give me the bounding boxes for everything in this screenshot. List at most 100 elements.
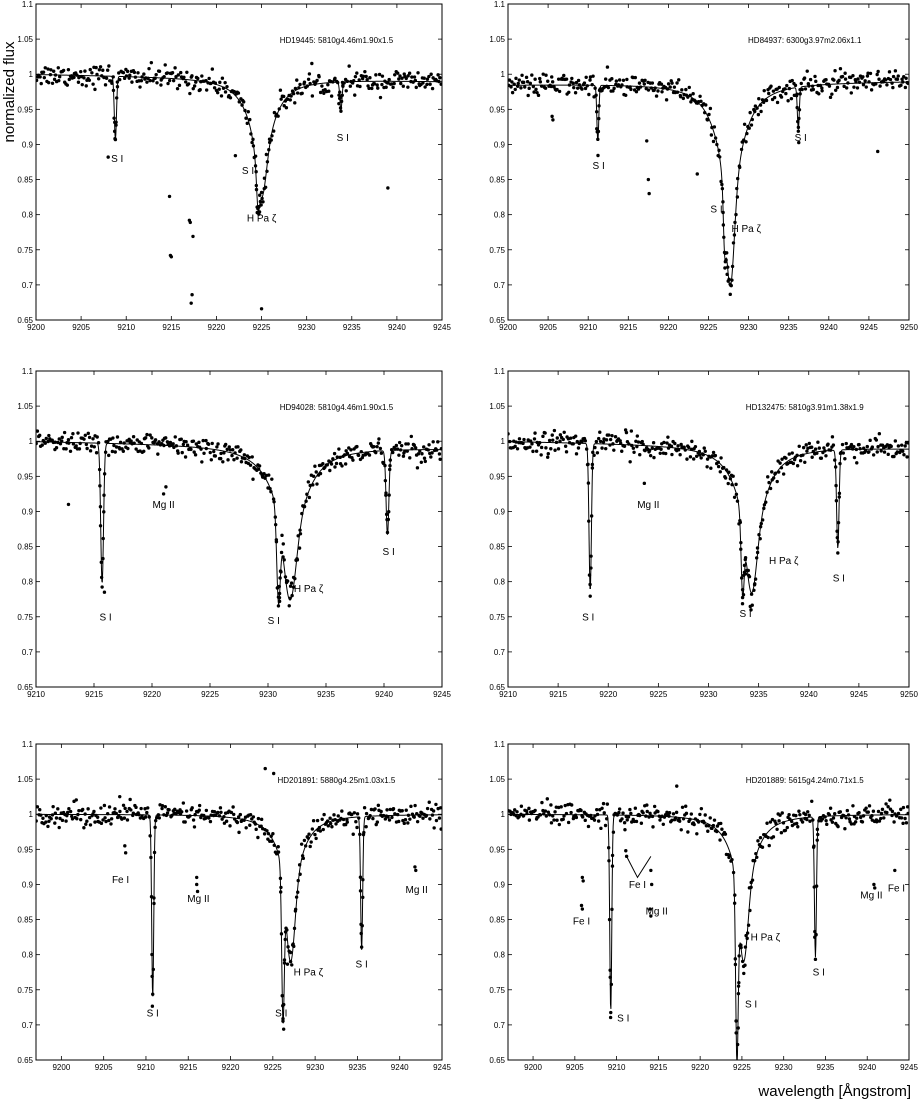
data-point xyxy=(899,816,904,820)
data-point xyxy=(879,816,883,821)
data-point xyxy=(612,448,616,452)
data-point xyxy=(338,106,343,110)
data-point xyxy=(36,78,39,83)
data-point xyxy=(155,81,159,85)
data-point xyxy=(47,433,51,438)
outlier-point xyxy=(118,794,122,799)
data-point xyxy=(426,448,430,452)
data-point xyxy=(173,807,177,812)
data-point xyxy=(308,81,312,86)
data-point xyxy=(44,820,48,824)
data-point xyxy=(342,453,347,457)
data-point xyxy=(216,810,220,815)
data-point xyxy=(875,450,879,454)
data-point xyxy=(380,74,385,78)
data-point xyxy=(527,86,531,91)
data-point xyxy=(284,106,289,110)
data-point xyxy=(364,825,368,829)
data-point xyxy=(549,84,553,89)
data-point xyxy=(805,69,809,73)
data-point xyxy=(810,84,815,88)
data-point xyxy=(69,436,74,440)
data-point xyxy=(326,824,331,828)
data-point xyxy=(636,440,641,444)
data-point xyxy=(852,85,856,89)
data-point xyxy=(741,593,746,597)
data-point xyxy=(425,82,429,87)
data-point xyxy=(167,808,171,812)
data-point xyxy=(82,437,86,441)
axes-frame xyxy=(507,3,910,321)
data-point xyxy=(830,435,835,439)
plot-area xyxy=(36,429,442,608)
outlier-point xyxy=(106,155,110,159)
y-tick-label: 0.65 xyxy=(489,683,505,692)
data-point xyxy=(387,493,391,497)
data-point xyxy=(742,122,747,126)
data-point xyxy=(259,817,264,822)
data-point xyxy=(99,560,103,564)
data-point xyxy=(847,817,852,821)
data-point xyxy=(656,89,660,93)
panel-4: 9210 9215 9220 9225 9230 9235 9240 9245 92500.65… xyxy=(489,367,918,699)
data-point xyxy=(179,70,183,75)
data-point xyxy=(753,859,757,863)
data-point xyxy=(547,813,552,817)
data-point xyxy=(551,814,555,818)
data-point xyxy=(355,812,360,816)
data-point xyxy=(890,809,895,814)
data-point xyxy=(109,822,113,826)
data-point xyxy=(357,78,361,82)
x-tick-label: 9250 xyxy=(900,690,918,699)
data-point xyxy=(627,442,631,446)
data-point xyxy=(892,454,896,459)
data-point xyxy=(424,813,429,818)
data-point xyxy=(727,470,731,474)
data-point xyxy=(574,452,579,456)
data-point xyxy=(522,80,526,85)
data-point xyxy=(811,845,816,849)
data-point xyxy=(713,136,718,140)
line-annotation: S I xyxy=(356,959,368,970)
data-point xyxy=(377,72,382,77)
data-point xyxy=(546,455,550,459)
data-point xyxy=(386,517,391,522)
data-point xyxy=(567,83,572,87)
data-point xyxy=(531,449,535,454)
data-point xyxy=(903,85,908,90)
data-point xyxy=(591,74,595,78)
data-point xyxy=(269,834,273,838)
data-point xyxy=(148,78,152,83)
data-point xyxy=(183,820,187,824)
data-point xyxy=(438,76,442,80)
data-point xyxy=(122,76,127,81)
data-point xyxy=(783,828,788,833)
data-point xyxy=(510,90,515,95)
data-point xyxy=(311,474,316,478)
data-point xyxy=(90,71,94,75)
data-point xyxy=(586,824,591,829)
y-tick-label: 1.05 xyxy=(489,35,505,44)
data-point xyxy=(666,446,671,450)
data-point xyxy=(408,817,412,821)
data-point xyxy=(541,72,545,76)
outlier-point xyxy=(195,875,199,880)
data-point xyxy=(41,70,46,74)
data-point xyxy=(781,472,786,476)
data-point xyxy=(190,74,194,78)
data-point xyxy=(690,439,694,444)
data-point xyxy=(261,200,265,204)
data-point xyxy=(370,86,374,91)
data-point xyxy=(648,811,652,816)
data-point xyxy=(75,817,79,821)
data-point xyxy=(575,86,580,90)
data-point xyxy=(328,821,333,826)
data-point xyxy=(404,808,408,812)
data-point xyxy=(834,499,839,503)
data-point xyxy=(901,821,905,826)
data-point xyxy=(724,468,729,472)
data-point xyxy=(838,461,842,466)
data-point xyxy=(837,491,842,496)
data-point xyxy=(658,451,662,455)
data-point xyxy=(386,81,390,85)
